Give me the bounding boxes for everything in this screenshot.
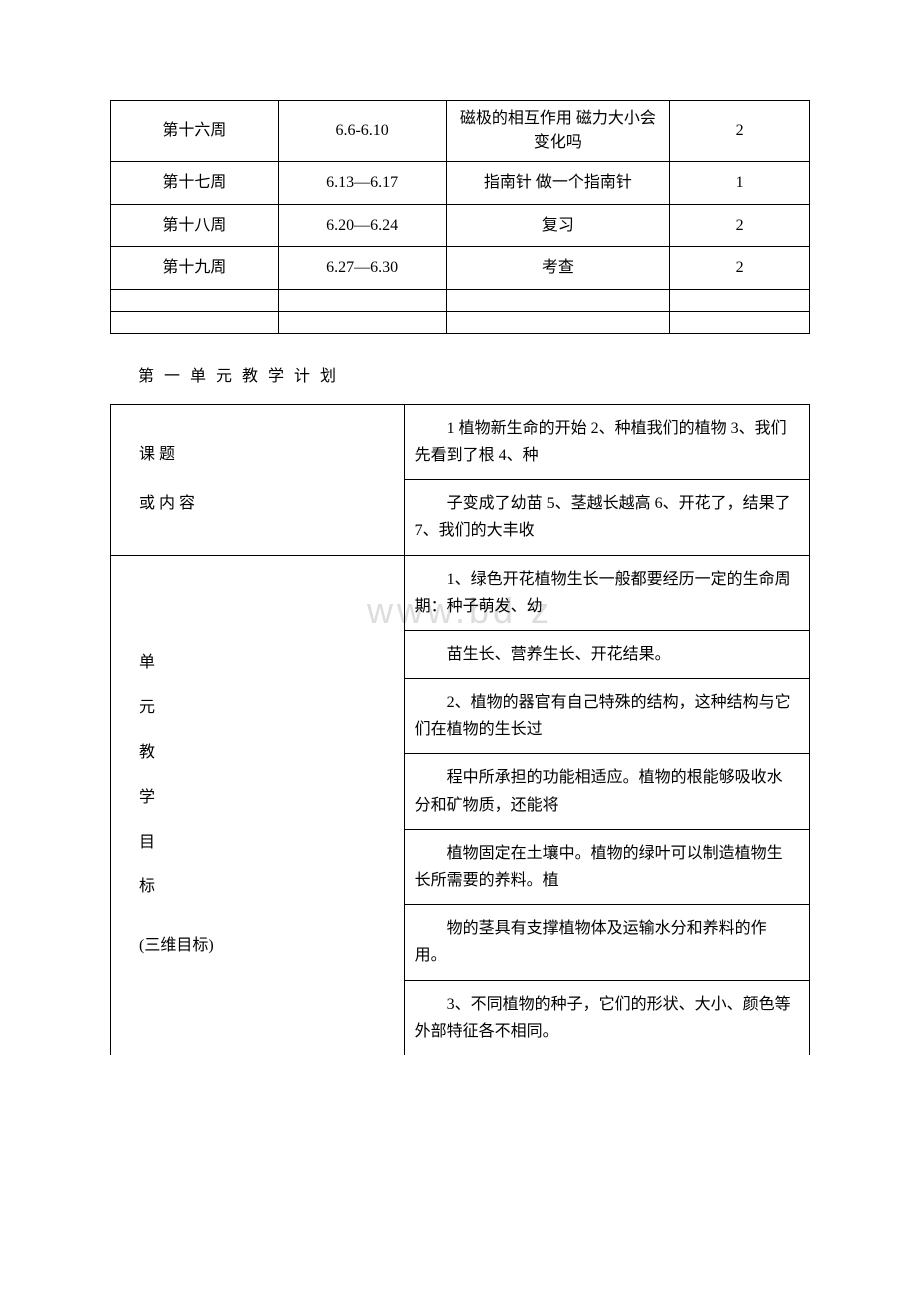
table-row: 第十七周 6.13—6.17 指南针 做一个指南针 1 (111, 162, 810, 205)
empty-cell (670, 311, 810, 333)
content-cell: 2、植物的器官有自己特殊的结构，这种结构与它们在植物的生长过 (404, 679, 809, 754)
section-heading: 第 一 单 元 教 学 计 划 (138, 362, 810, 386)
label-line: 课 题 (139, 436, 394, 474)
content-cell: 植物固定在土壤中。植物的绿叶可以制造植物生长所需要的养料。植 (404, 829, 809, 904)
label-line: (三维目标) (139, 924, 394, 969)
topic-cell: 磁极的相互作用 磁力大小会变化吗 (446, 101, 670, 162)
objectives-label-cell: 单 元 教 学 目 标 (三维目标) (111, 555, 405, 1055)
dates-cell: 6.6-6.10 (278, 101, 446, 162)
week-cell: 第十六周 (111, 101, 279, 162)
dates-cell: 6.27—6.30 (278, 247, 446, 290)
content-cell: 子变成了幼苗 5、茎越长越高 6、开花了，结果了 7、我们的大丰收 (404, 480, 809, 555)
lessons-cell: 2 (670, 101, 810, 162)
content-cell: 3、不同植物的种子，它们的形状、大小、颜色等外部特征各不相同。 (404, 980, 809, 1055)
table-row: 第十九周 6.27—6.30 考查 2 (111, 247, 810, 290)
content-cell: 苗生长、营养生长、开花结果。 (404, 630, 809, 678)
dates-cell: 6.20—6.24 (278, 204, 446, 247)
spacer (139, 475, 394, 485)
week-cell: 第十七周 (111, 162, 279, 205)
spacer (139, 910, 394, 924)
label-line: 目 (139, 821, 394, 866)
label-line: 标 (139, 865, 394, 910)
table-row-empty (111, 289, 810, 311)
topic-cell: 指南针 做一个指南针 (446, 162, 670, 205)
table-row: 第十八周 6.20—6.24 复习 2 (111, 204, 810, 247)
dates-cell: 6.13—6.17 (278, 162, 446, 205)
empty-cell (670, 289, 810, 311)
empty-cell (111, 311, 279, 333)
label-line: 单 (139, 641, 394, 686)
schedule-table: 第十六周 6.6-6.10 磁极的相互作用 磁力大小会变化吗 2 第十七周 6.… (110, 100, 810, 334)
lessons-cell: 2 (670, 247, 810, 290)
lessons-cell: 2 (670, 204, 810, 247)
table-row: 单 元 教 学 目 标 (三维目标) 1、绿色开花植物生长一般都要经历一定的生命… (111, 555, 810, 630)
topic-label-cell: 课 题 或 内 容 (111, 404, 405, 555)
table-row: 课 题 或 内 容 1 植物新生命的开始 2、种植我们的植物 3、我们先看到了根… (111, 404, 810, 479)
empty-cell (446, 311, 670, 333)
page-content: 第十六周 6.6-6.10 磁极的相互作用 磁力大小会变化吗 2 第十七周 6.… (110, 100, 810, 1055)
empty-cell (446, 289, 670, 311)
topic-cell: 考查 (446, 247, 670, 290)
label-line: 元 (139, 686, 394, 731)
topic-cell: 复习 (446, 204, 670, 247)
content-cell: 1、绿色开花植物生长一般都要经历一定的生命周期：种子萌发、幼 (404, 555, 809, 630)
label-line: 或 内 容 (139, 485, 394, 523)
table-row-empty (111, 311, 810, 333)
content-cell: 物的茎具有支撑植物体及运输水分和养料的作用。 (404, 905, 809, 980)
week-cell: 第十九周 (111, 247, 279, 290)
empty-cell (111, 289, 279, 311)
label-line: 学 (139, 776, 394, 821)
week-cell: 第十八周 (111, 204, 279, 247)
content-cell: 1 植物新生命的开始 2、种植我们的植物 3、我们先看到了根 4、种 (404, 404, 809, 479)
unit-plan-table: 课 题 或 内 容 1 植物新生命的开始 2、种植我们的植物 3、我们先看到了根… (110, 404, 810, 1055)
empty-cell (278, 289, 446, 311)
label-line: 教 (139, 731, 394, 776)
lessons-cell: 1 (670, 162, 810, 205)
table-row: 第十六周 6.6-6.10 磁极的相互作用 磁力大小会变化吗 2 (111, 101, 810, 162)
content-cell: 程中所承担的功能相适应。植物的根能够吸收水分和矿物质，还能将 (404, 754, 809, 829)
empty-cell (278, 311, 446, 333)
